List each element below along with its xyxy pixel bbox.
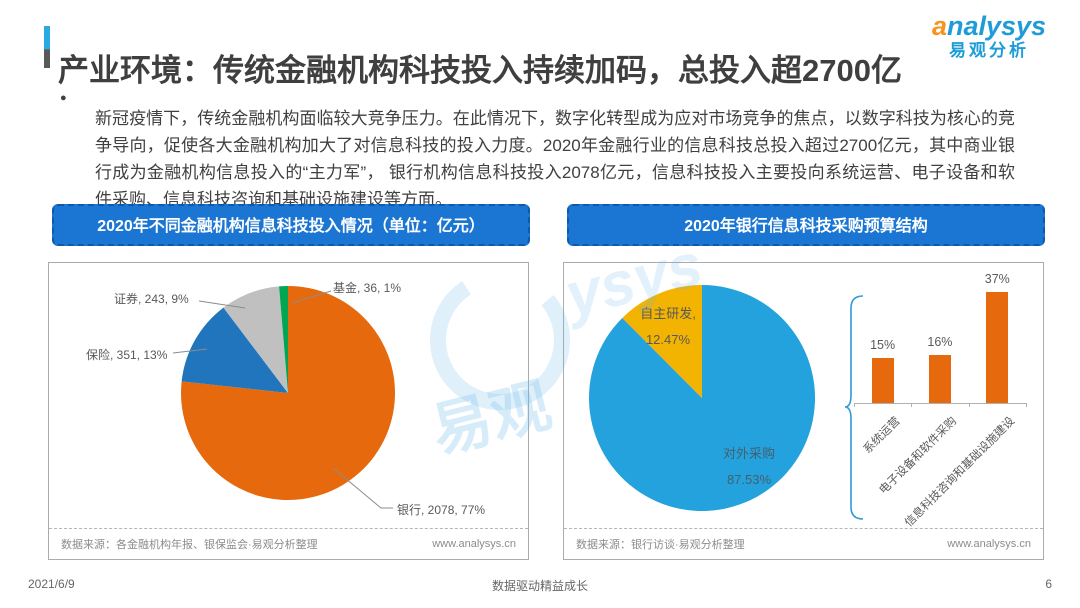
bar [871,358,894,403]
bar-value-label: 16% [927,335,953,349]
pie-label-inhouse: 自主研发, 12.47% [616,301,720,353]
bar-value-label: 15% [870,338,896,352]
bar [986,292,1009,403]
curly-brace [844,295,864,520]
logo-chinese-text: 易观分析 [949,41,1029,60]
pie-slice [181,307,288,393]
analysys-logo: analysys 易观分析 [924,12,1054,62]
pie-label-banks: 银行, 2078, 77% [397,503,486,517]
pie-label-external: 对外采购 87.53% [697,441,801,493]
leader-line-banks [332,467,393,509]
pie-label-funds: 基金, 36, 1% [333,281,402,295]
pie-slice [622,285,702,398]
intro-paragraph: 新冠疫情下，传统金融机构面临较大竞争压力。在此情况下，数字化转型成为应对市场竞争… [95,109,1015,209]
pie-label-external-name: 对外采购 [722,446,775,461]
bullet-icon: ● [60,92,67,104]
bar-axis [854,403,1026,404]
left-source-row: 数据来源：各金融机构年报、银保监会·易观分析整理 www.analysys.cn [49,528,528,559]
footer-date: 2021/6/9 [28,577,75,591]
right-chart-panel: 自主研发, 12.47% 对外采购 87.53% 15% 系统运营 16% 电子设备和… [563,262,1044,560]
pie-label-securities: 证券, 243, 9% [114,292,189,306]
procurement-pie-chart [589,285,864,520]
logo-brand-text: analysys [931,11,1047,41]
pie-slice [279,286,288,393]
right-website-text: www.analysys.cn [947,538,1031,550]
right-chart-banner: 2020年银行信息科技采购预算结构 [567,204,1045,246]
pie-slice [181,286,396,500]
footer-slogan: 数据驱动精益成长 [491,579,588,593]
page-title: 产业环境：传统金融机构科技投入持续加码，总投入超2700亿 [58,52,902,88]
pie-label-inhouse-name: 自主研发, [640,306,696,321]
title-accent-bar [44,26,50,68]
leader-line-insurance [172,348,208,354]
left-source-text: 数据来源：各金融机构年报、银保监会·易观分析整理 [61,539,318,551]
bar-axis-tick [1025,403,1027,407]
leader-line-securities [198,300,246,309]
left-website-text: www.analysys.cn [432,538,516,550]
right-source-row: 数据来源：银行访谈·易观分析整理 www.analysys.cn [564,528,1043,559]
leader-lines [172,290,393,509]
bar-category-label: 信息科技咨询和基础设施建设 [902,415,1017,530]
pie-slice [223,286,288,393]
pie-label-external-value: 87.53% [726,472,772,487]
footer-page-number: 6 [1045,577,1052,591]
bar-value-label: 37% [984,272,1010,286]
pie-slice [589,285,816,511]
pie-label-insurance: 保险, 351, 13% [86,348,168,362]
left-chart-panel: 证券, 243, 9% 基金, 36, 1% 保险, 351, 13% 银行, … [48,262,529,560]
bar-axis-tick [911,403,913,407]
bar-category-label: 系统运营 [861,415,903,457]
bar-axis-tick [968,403,970,407]
left-chart-banner: 2020年不同金融机构信息科技投入情况（单位：亿元） [52,204,530,246]
procurement-bar-chart: 15% 系统运营 16% 电子设备和软件采购 37% 信息科技咨询和基础设施建设 [564,263,1043,529]
pie-label-inhouse-value: 12.47% [645,332,691,347]
bar-axis-tick [854,403,855,407]
institution-pie-chart [172,286,396,509]
bar [928,355,951,403]
leader-line-funds [291,290,332,304]
right-source-text: 数据来源：银行访谈·易观分析整理 [576,539,745,551]
